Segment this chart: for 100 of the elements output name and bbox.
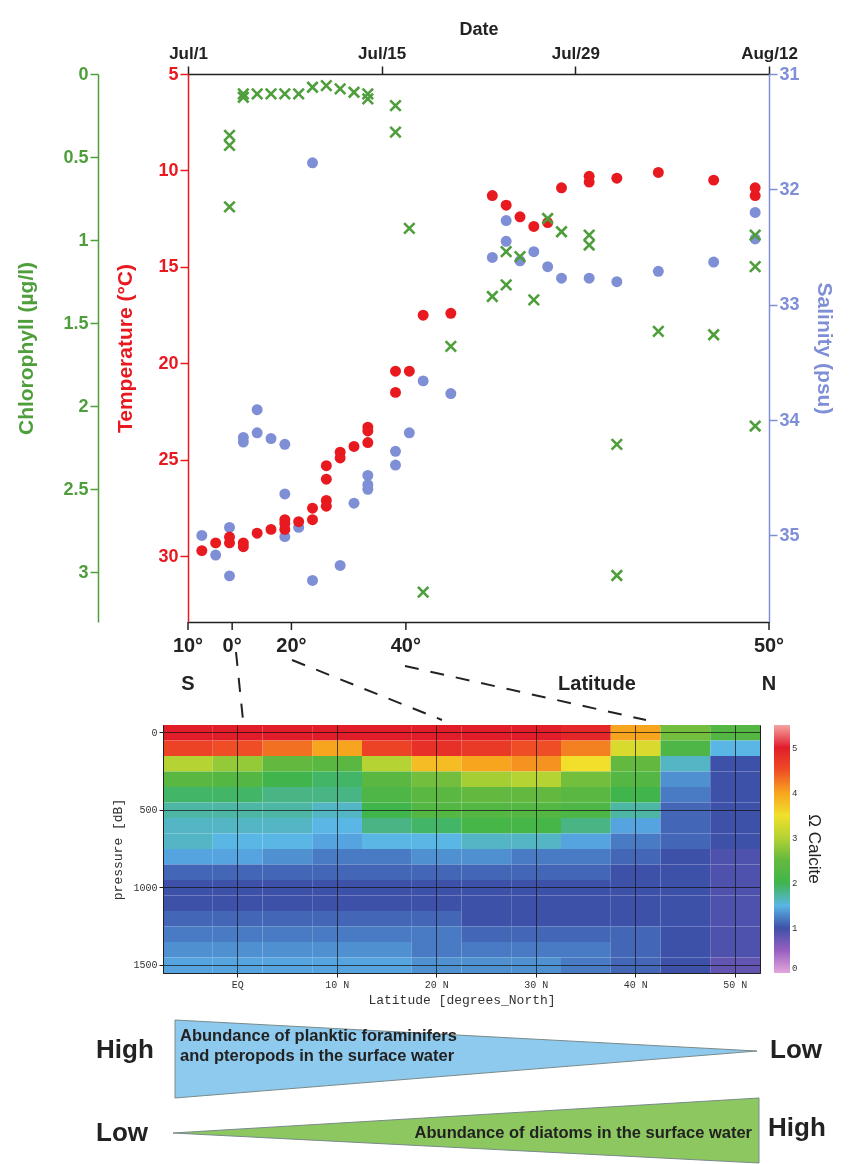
point (444, 339, 458, 353)
y-tick-label: 25 (158, 449, 179, 470)
point (651, 324, 665, 338)
text: High (96, 1034, 154, 1066)
y2-tick-label: 34 (779, 409, 800, 430)
y2-tick-label: 35 (779, 524, 800, 545)
y-tick-label: 20 (158, 352, 179, 373)
y3-axis-title: Chlorophyll (µg/l) (14, 261, 38, 436)
point (514, 211, 526, 223)
y2-tick-label: 32 (779, 178, 800, 199)
y3-tick-label: 2.5 (63, 478, 89, 499)
y2-tick-label: 33 (779, 294, 800, 315)
y3-tick-label: 1.5 (63, 312, 89, 333)
text: 50° (753, 634, 785, 656)
point (542, 261, 554, 273)
y-tick-label: 500 (139, 805, 158, 817)
y3-tick-label: 0 (78, 63, 89, 84)
point (348, 497, 360, 509)
point (499, 278, 513, 292)
point (250, 87, 264, 101)
point (611, 172, 623, 184)
point (348, 440, 360, 452)
text: Latitude (558, 672, 636, 694)
point (556, 182, 567, 194)
point (707, 328, 721, 342)
x-tick-label: Jul/15 (358, 43, 407, 63)
y3-tick-label: 0.5 (63, 146, 89, 167)
point (307, 502, 318, 514)
point (224, 521, 235, 533)
point (485, 289, 499, 304)
color-bar-label: 1 (792, 923, 798, 934)
point (361, 87, 375, 101)
point (293, 516, 305, 528)
x-tick-label: Jul/29 (551, 43, 600, 63)
point (527, 293, 541, 307)
x-tick-label: 30 N (524, 979, 549, 991)
point (748, 419, 762, 433)
y-tick-label: 10 (158, 159, 179, 180)
point (265, 433, 277, 445)
x-tick-label: EQ (231, 979, 244, 991)
point (210, 549, 222, 561)
point (749, 190, 761, 202)
x-tick-label: 50 N (723, 979, 748, 991)
point (500, 215, 512, 226)
text: Abundance of diatoms in the surface water (414, 1123, 752, 1143)
point (319, 79, 333, 93)
text: Abundance of planktic foraminifers and pteropods in the surface water (180, 1026, 457, 1066)
point (210, 537, 222, 549)
x-tick-label: 10 N (325, 979, 350, 991)
point (402, 221, 416, 235)
text: 10° (172, 634, 204, 656)
text: N (761, 672, 777, 694)
x-axis-title: Date (459, 18, 499, 39)
point (500, 199, 512, 211)
point (362, 437, 374, 449)
point (417, 309, 429, 321)
point (499, 245, 513, 259)
point (279, 488, 291, 500)
color-bar-label: 4 (792, 788, 798, 799)
point (320, 460, 332, 472)
point (417, 375, 429, 387)
point (307, 514, 318, 526)
point (500, 235, 512, 247)
point (652, 265, 664, 277)
text: Low (770, 1034, 822, 1066)
point (347, 85, 361, 99)
color-bar-label: 5 (792, 743, 798, 754)
point (611, 276, 623, 288)
point (362, 470, 374, 481)
point (610, 437, 624, 451)
point (292, 87, 306, 101)
point (333, 82, 347, 96)
point (708, 256, 720, 268)
y-tick-label: 15 (158, 256, 179, 277)
point (388, 99, 403, 113)
y-tick-label: 0 (151, 727, 158, 739)
text: Low (96, 1117, 148, 1149)
y-axis-title: Temperature (°C) (113, 263, 137, 434)
point (708, 174, 720, 186)
point (486, 190, 498, 202)
y-tick-label: 30 (158, 545, 179, 566)
point (390, 459, 401, 471)
point (486, 251, 498, 263)
x-tick-label: Aug/12 (741, 43, 798, 63)
point (610, 568, 624, 583)
color-bar-label: 2 (792, 878, 798, 889)
point (513, 250, 527, 264)
point (334, 560, 346, 571)
point (554, 225, 569, 239)
point (403, 365, 415, 377)
y-tick-label: 1000 (133, 882, 158, 894)
point (541, 211, 555, 226)
text: 20° (276, 634, 307, 656)
text: High (768, 1112, 826, 1144)
point (278, 87, 292, 101)
point (416, 585, 430, 599)
point (388, 125, 403, 139)
point (279, 438, 291, 450)
point (307, 575, 318, 586)
point (361, 92, 375, 106)
